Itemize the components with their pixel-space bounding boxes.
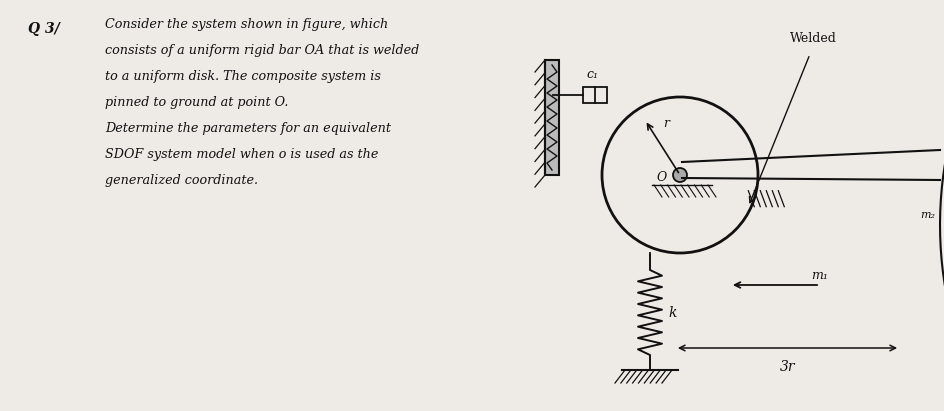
Text: O: O bbox=[656, 171, 666, 183]
Text: c₁: c₁ bbox=[586, 68, 598, 81]
Circle shape bbox=[601, 97, 757, 253]
Bar bbox=[582, 87, 606, 103]
Text: SDOF system model when o is used as the: SDOF system model when o is used as the bbox=[105, 148, 378, 161]
Text: 3r: 3r bbox=[779, 360, 795, 374]
Text: Q 3/: Q 3/ bbox=[28, 22, 59, 36]
Text: k: k bbox=[667, 305, 676, 319]
Text: pinned to ground at point O.: pinned to ground at point O. bbox=[105, 96, 288, 109]
Text: r: r bbox=[663, 117, 668, 130]
Bar bbox=[545, 60, 559, 175]
Text: Welded: Welded bbox=[789, 32, 836, 45]
Text: to a uniform disk. The composite system is: to a uniform disk. The composite system … bbox=[105, 70, 380, 83]
Text: generalized coordinate.: generalized coordinate. bbox=[105, 174, 258, 187]
Text: Determine the parameters for an equivalent: Determine the parameters for an equivale… bbox=[105, 122, 391, 135]
Text: Consider the system shown in figure, which: Consider the system shown in figure, whi… bbox=[105, 18, 388, 31]
Circle shape bbox=[672, 168, 686, 182]
Text: m₁: m₁ bbox=[811, 268, 828, 282]
Text: consists of a uniform rigid bar OA that is welded: consists of a uniform rigid bar OA that … bbox=[105, 44, 419, 57]
Text: m₂: m₂ bbox=[919, 210, 934, 220]
